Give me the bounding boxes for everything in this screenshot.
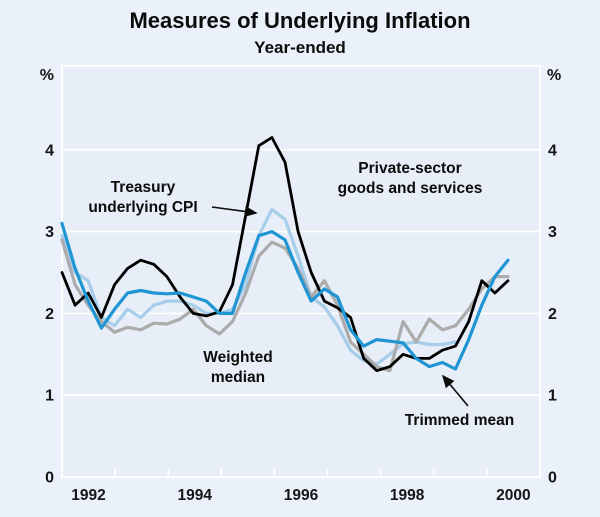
series-label-line: Trimmed mean [404, 412, 515, 429]
series-label-private-sector: Private-sector goods and services [300, 159, 520, 199]
trimmed-mean-label-arrow-icon [441, 374, 469, 407]
series-label-line: goods and services [337, 180, 483, 197]
y-axis-tick-label-right-1: 1 [548, 388, 557, 405]
y-axis-tick-label-right-2: 2 [548, 306, 557, 323]
x-axis-year-label-1992: 1992 [71, 487, 105, 504]
series-label-line: Private-sector [358, 160, 462, 177]
y-axis-tick-label-left-2: 2 [45, 306, 54, 323]
y-axis-unit-right: % [547, 67, 562, 84]
page-subtitle: Year-ended [254, 38, 346, 57]
x-axis-year-label-1994: 1994 [178, 487, 213, 504]
series-label-line: Treasury [110, 179, 176, 196]
series-label-treasury-underlying-cpi: Treasury underlying CPI [58, 178, 228, 218]
x-axis-year-label-1996: 1996 [284, 487, 319, 504]
y-axis-tick-label-right-0: 0 [548, 470, 557, 487]
x-axis-year-label-1998: 1998 [390, 487, 425, 504]
series-label-line: Weighted [203, 349, 273, 366]
series-line-private-sector-goods-and-services [60, 136, 510, 373]
page-title: Measures of Underlying Inflation [129, 8, 471, 33]
series-line-weighted-median [60, 238, 510, 373]
x-axis-year-label-2000: 2000 [496, 487, 530, 504]
y-axis-unit-left: % [39, 67, 54, 84]
series-label-trimmed-mean: Trimmed mean [377, 411, 542, 431]
y-axis-tick-label-left-3: 3 [45, 224, 54, 241]
y-axis-tick-label-left-1: 1 [45, 388, 54, 405]
treasury-label-arrow-icon [211, 205, 258, 218]
y-axis-tick-label-right-4: 4 [548, 142, 557, 159]
series-label-line: median [210, 369, 266, 386]
series-line-trimmed-mean [60, 221, 510, 371]
series-label-weighted-median: Weighted median [158, 348, 318, 388]
y-axis-tick-label-left-4: 4 [45, 142, 54, 159]
y-axis-tick-label-left-0: 0 [45, 470, 54, 487]
y-axis-tick-label-right-3: 3 [548, 224, 557, 241]
series-label-line: underlying CPI [88, 199, 198, 216]
